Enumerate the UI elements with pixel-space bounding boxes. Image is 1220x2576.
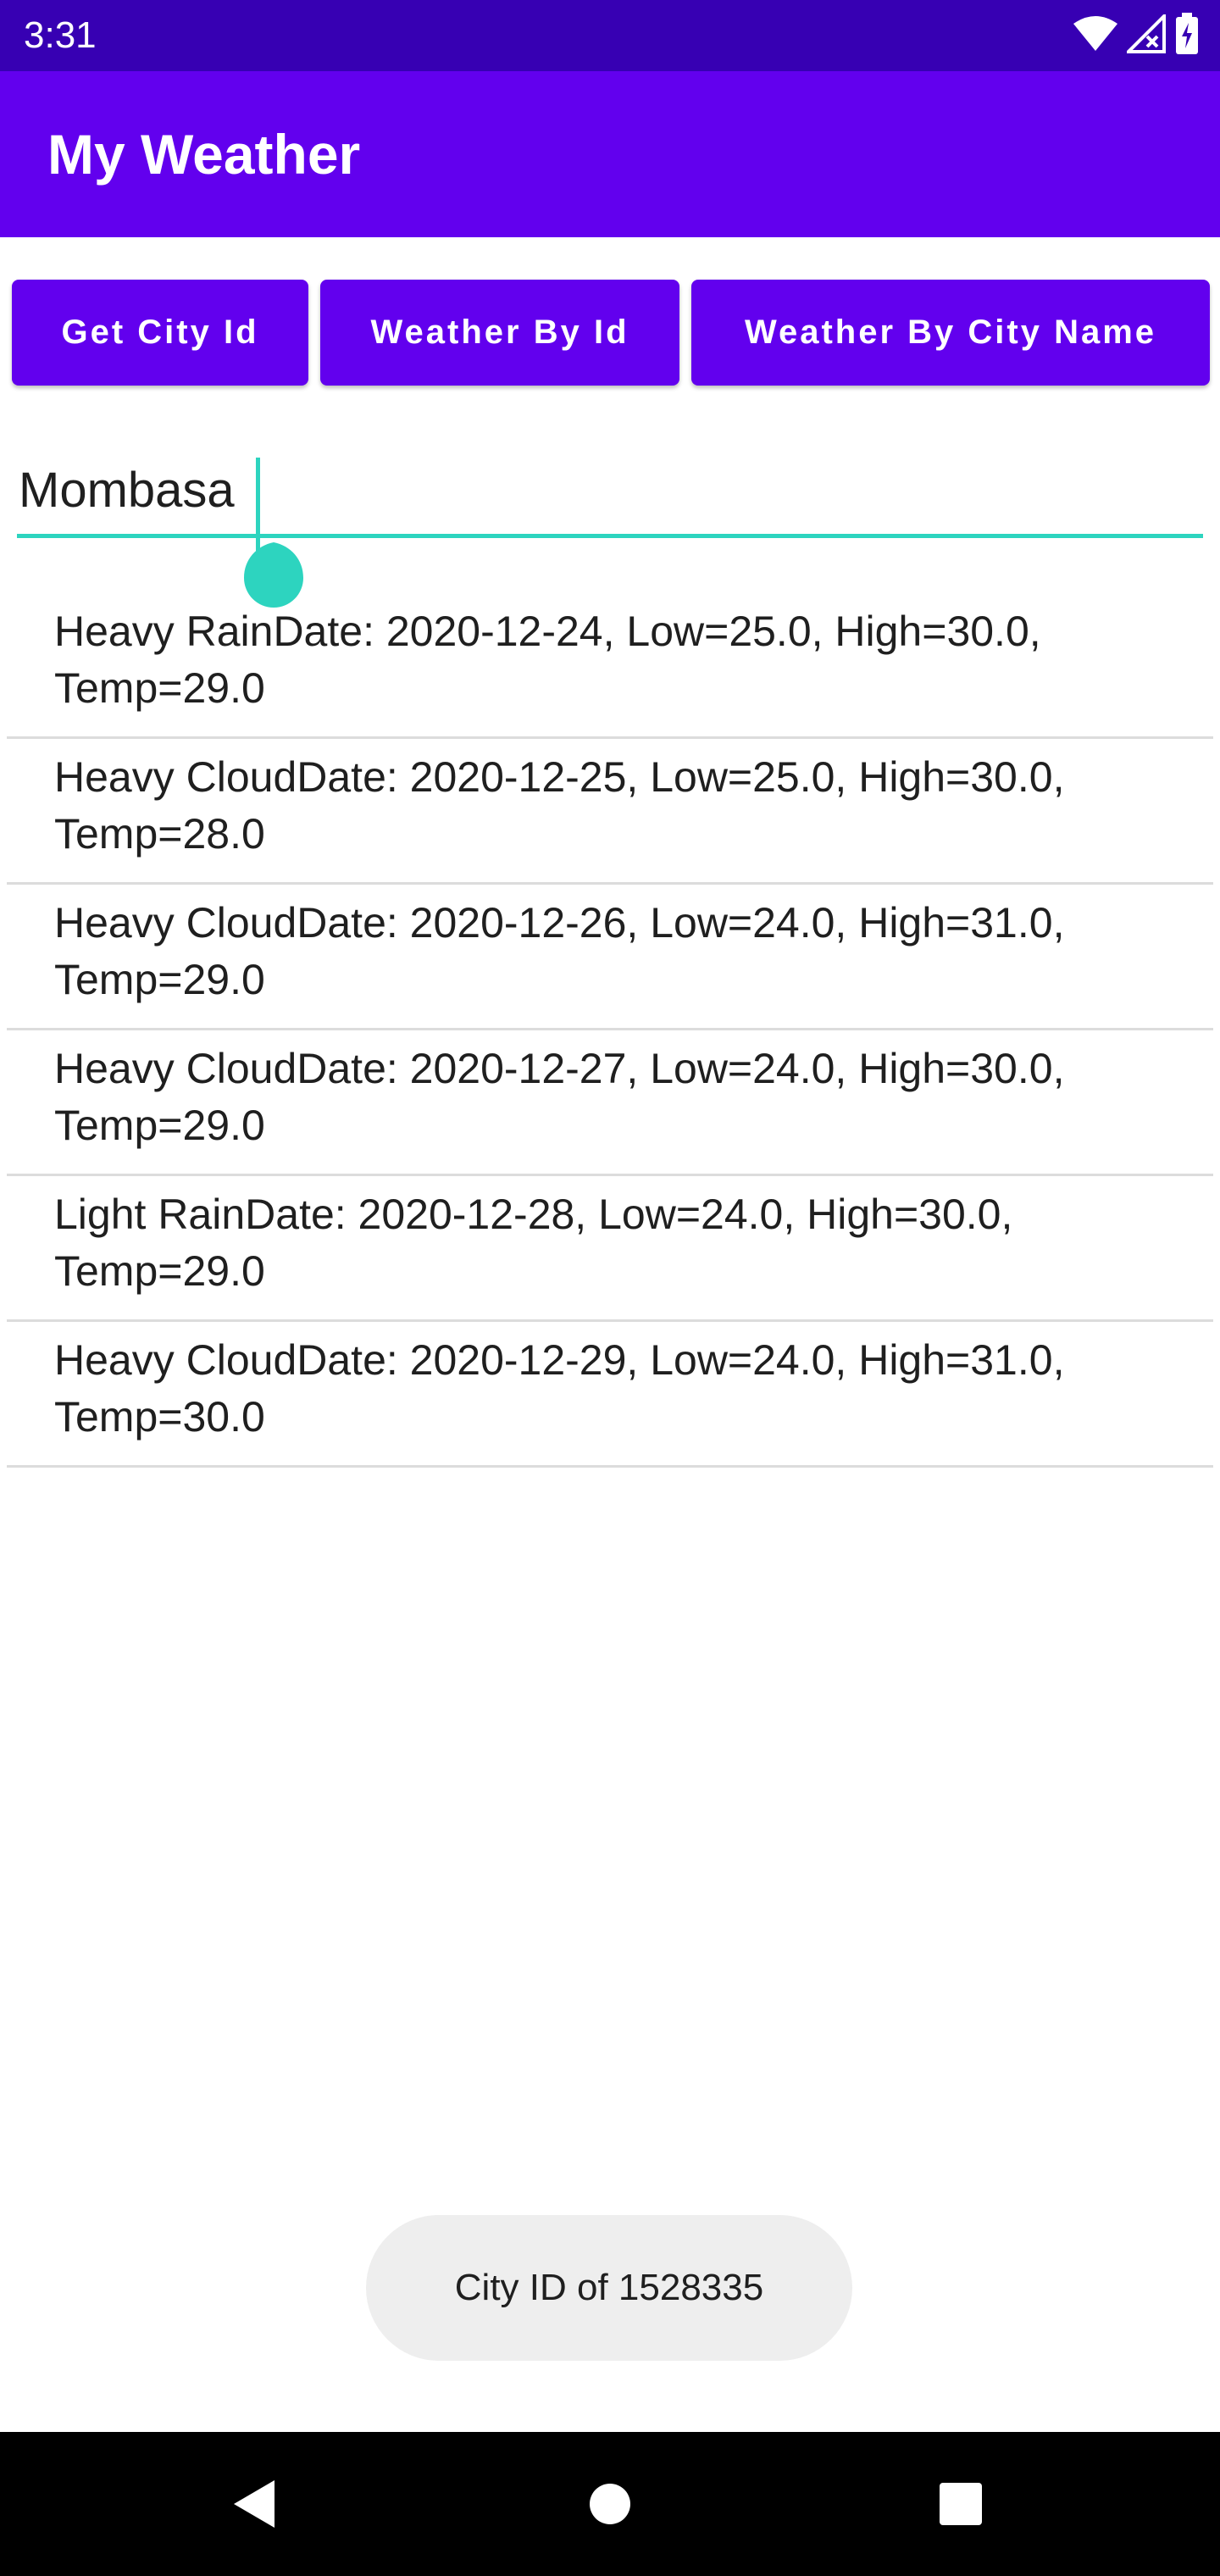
list-item[interactable]: Heavy CloudDate: 2020-12-27, Low=24.0, H…: [7, 1030, 1213, 1176]
back-icon[interactable]: [203, 2432, 305, 2576]
signal-icon: [1124, 11, 1166, 58]
app-title: My Weather: [47, 123, 361, 186]
city-input[interactable]: Mombasa: [17, 441, 1203, 608]
forecast-temp: Temp=29.0: [54, 664, 265, 712]
forecast-list[interactable]: Heavy RainDate: 2020-12-24, Low=25.0, Hi…: [7, 593, 1213, 1468]
text-cursor: [256, 458, 260, 551]
forecast-line: Heavy CloudDate: 2020-12-26, Low=24.0, H…: [54, 899, 1065, 947]
cursor-handle-icon[interactable]: [244, 534, 303, 610]
toast-message: City ID of 1528335: [366, 2215, 852, 2361]
wifi-icon: [1073, 15, 1118, 57]
forecast-line: Heavy RainDate: 2020-12-24, Low=25.0, Hi…: [54, 608, 1041, 655]
list-item[interactable]: Heavy CloudDate: 2020-12-25, Low=25.0, H…: [7, 739, 1213, 885]
recents-icon[interactable]: [910, 2432, 1012, 2576]
list-item[interactable]: Heavy CloudDate: 2020-12-29, Low=24.0, H…: [7, 1322, 1213, 1468]
forecast-temp: Temp=30.0: [54, 1393, 265, 1441]
forecast-line: Heavy CloudDate: 2020-12-25, Low=25.0, H…: [54, 753, 1065, 801]
forecast-line: Heavy CloudDate: 2020-12-27, Low=24.0, H…: [54, 1045, 1065, 1092]
status-icons: [1073, 11, 1200, 59]
app-bar: My Weather: [0, 71, 1220, 237]
weather-by-id-button[interactable]: Weather By Id: [320, 280, 679, 386]
city-input-value[interactable]: Mombasa: [19, 463, 235, 518]
forecast-temp: Temp=29.0: [54, 1247, 265, 1295]
list-item[interactable]: Heavy CloudDate: 2020-12-26, Low=24.0, H…: [7, 885, 1213, 1030]
input-underline: [17, 534, 1203, 538]
forecast-temp: Temp=29.0: [54, 1102, 265, 1149]
status-time: 3:31: [24, 14, 97, 56]
forecast-temp: Temp=28.0: [54, 810, 265, 858]
home-icon[interactable]: [559, 2432, 661, 2576]
weather-by-city-name-button[interactable]: Weather By City Name: [691, 280, 1210, 386]
list-item[interactable]: Light RainDate: 2020-12-28, Low=24.0, Hi…: [7, 1176, 1213, 1322]
forecast-temp: Temp=29.0: [54, 956, 265, 1003]
navigation-bar: [0, 2432, 1220, 2576]
battery-icon: [1174, 12, 1200, 59]
forecast-line: Light RainDate: 2020-12-28, Low=24.0, Hi…: [54, 1191, 1013, 1238]
status-bar: 3:31: [0, 0, 1220, 71]
list-item[interactable]: Heavy RainDate: 2020-12-24, Low=25.0, Hi…: [7, 593, 1213, 739]
get-city-id-button[interactable]: Get City Id: [12, 280, 308, 386]
forecast-line: Heavy CloudDate: 2020-12-29, Low=24.0, H…: [54, 1336, 1065, 1384]
